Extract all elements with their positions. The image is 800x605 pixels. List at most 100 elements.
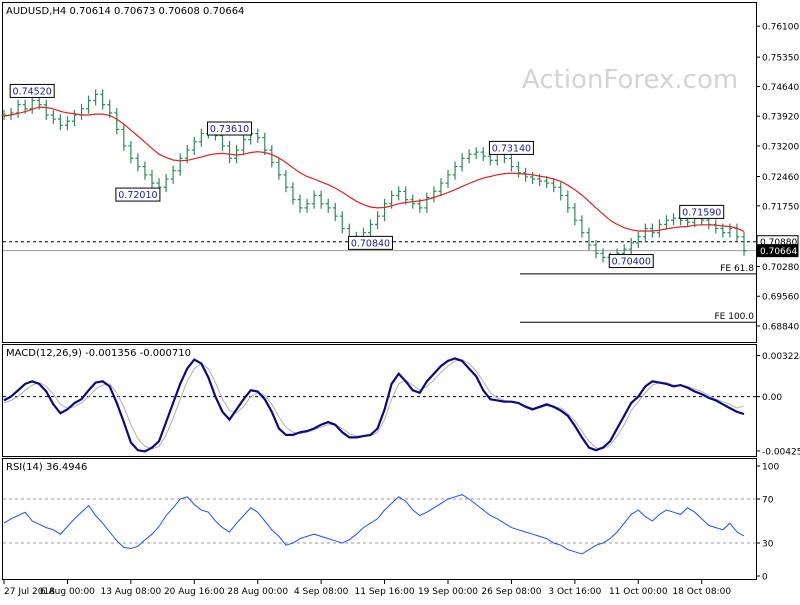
price-bar — [262, 132, 268, 156]
price-bar — [8, 107, 14, 120]
price-tag-box — [756, 244, 799, 258]
macd-signal-line — [3, 359, 745, 450]
swing-annotation: 0.72010 — [115, 187, 161, 202]
price-bar — [445, 169, 451, 189]
price-bar — [241, 134, 247, 156]
x-tick-label: 18 Oct 08:00 — [672, 587, 731, 597]
price-bar — [255, 128, 261, 143]
y-tick-label: 0.73200 — [762, 142, 799, 152]
price-bar — [50, 110, 56, 125]
price-bar — [565, 190, 571, 213]
price-panel-title: AUDUSD,H4 0.70614 0.70673 0.70608 0.7066… — [6, 6, 244, 17]
price-bar — [191, 136, 197, 156]
y-tick-label: 30 — [762, 540, 774, 550]
price-bar — [290, 182, 296, 205]
price-bar — [128, 140, 134, 164]
price-bar — [508, 153, 514, 172]
swing-annotation: 0.74520 — [9, 83, 55, 98]
swing-annotation-label: 0.70400 — [612, 257, 651, 268]
y-tick-label: 0.003224 — [762, 352, 800, 362]
macd-plot: 0.003224 0.00 -0.004259 — [3, 352, 800, 457]
price-bar — [170, 165, 176, 184]
price-bar — [473, 147, 479, 160]
x-tick-label: 4 Sep 08:00 — [294, 587, 349, 597]
swing-annotation-box — [347, 235, 393, 250]
price-bar — [234, 145, 240, 164]
price-bar — [431, 186, 437, 203]
macd-line — [3, 357, 745, 453]
price-bar — [142, 161, 148, 180]
price-bar — [375, 211, 381, 230]
price-bar — [558, 182, 564, 201]
swing-annotation-label: 0.73610 — [210, 124, 249, 135]
swing-annotation: 0.70400 — [608, 254, 654, 269]
price-bar — [530, 171, 536, 184]
swing-annotation-label: 0.72010 — [118, 190, 157, 201]
swing-annotation-label: 0.73140 — [492, 143, 531, 154]
rsi-panel-frame — [2, 458, 757, 580]
price-bar — [741, 231, 747, 256]
price-bar — [459, 153, 465, 172]
price-plot: 0.76100 0.75350 0.74640 0.73920 0.73200 0.724… — [1, 23, 799, 332]
y-tick-label: 0.76100 — [762, 23, 799, 33]
price-bar — [86, 95, 92, 114]
y-tick-label: 70 — [762, 496, 774, 506]
price-tag-label: 0.70664 — [760, 247, 797, 257]
swing-annotation-box — [488, 140, 534, 155]
x-tick-label: 11 Sep 16:00 — [355, 587, 415, 597]
price-bar — [79, 103, 85, 120]
price-bar — [43, 99, 49, 120]
price-bar — [593, 240, 599, 259]
price-bar — [283, 169, 289, 193]
price-tag: 0.70664 — [756, 244, 799, 258]
price-bar — [551, 178, 557, 193]
price-bar — [367, 219, 373, 238]
x-tick-label: 20 Aug 16:00 — [164, 587, 225, 597]
swing-annotation-label: 0.70840 — [351, 238, 390, 249]
moving-average-line — [3, 106, 745, 232]
swing-annotation-box — [115, 187, 161, 202]
price-bar — [579, 215, 585, 238]
swing-annotation: 0.70840 — [347, 235, 393, 250]
price-bar — [15, 99, 21, 118]
price-bar — [57, 114, 63, 131]
price-bar — [93, 89, 99, 106]
x-tick-label: 6 Aug 00:00 — [40, 587, 95, 597]
price-bar — [734, 223, 740, 242]
y-tick-label: 0.72460 — [762, 173, 799, 183]
fib-extension-label: FE 61.8 — [720, 264, 754, 274]
price-bar — [339, 211, 345, 234]
y-tick-label: 0.68840 — [762, 322, 799, 332]
price-bar — [163, 174, 169, 193]
price-tag-label: 0.70880 — [760, 238, 797, 248]
price-bar — [325, 198, 331, 213]
x-tick-label: 27 Jul 2018 — [4, 587, 55, 597]
price-bar — [382, 198, 388, 222]
price-bar — [438, 178, 444, 197]
y-tick-label: 0.70280 — [762, 263, 799, 273]
swing-annotation: 0.73140 — [488, 140, 534, 155]
price-bar — [149, 169, 155, 189]
rsi-panel-title: RSI(14) 36.4946 — [6, 462, 87, 473]
swing-annotation-box — [679, 204, 725, 219]
price-bar — [628, 238, 634, 255]
price-bar — [64, 116, 70, 131]
y-tick-label: 0.00 — [762, 393, 782, 403]
swing-annotation: 0.71590 — [679, 204, 725, 219]
price-bar — [114, 107, 120, 135]
swing-annotation-box — [9, 83, 55, 98]
y-tick-label: 0.73920 — [762, 113, 799, 123]
price-bar — [100, 89, 106, 110]
y-tick-label: 0.75350 — [762, 54, 799, 64]
price-bar — [1, 110, 7, 120]
price-bar — [304, 198, 310, 213]
price-bar — [466, 149, 472, 164]
y-tick-label: 0.69560 — [762, 293, 799, 303]
price-bar — [713, 219, 719, 234]
price-bar — [135, 153, 141, 172]
y-tick-label: 0.74640 — [762, 83, 799, 93]
price-bar — [403, 186, 409, 205]
price-bar — [635, 231, 641, 248]
